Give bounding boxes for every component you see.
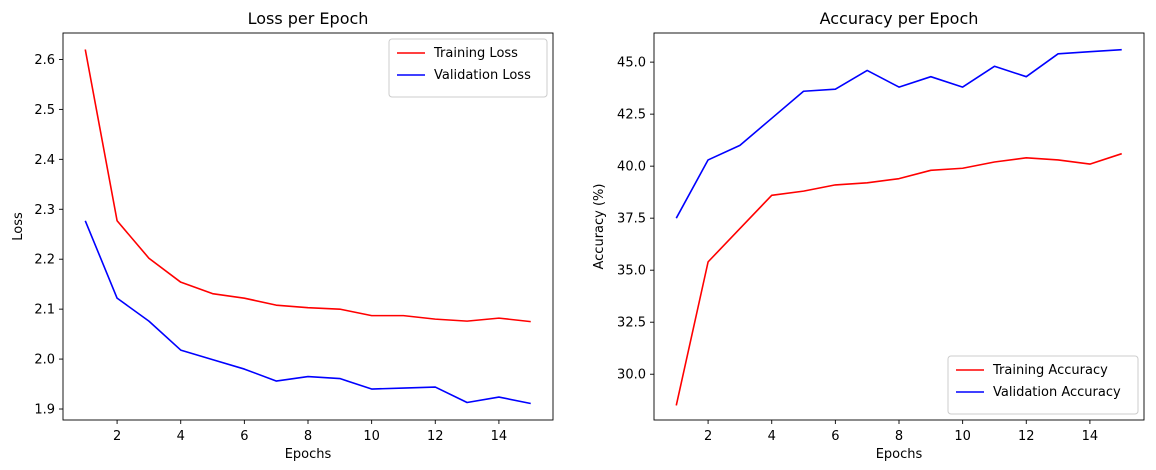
y-tick-label: 40.0 xyxy=(617,160,646,175)
y-tick-label: 1.9 xyxy=(34,403,55,418)
y-tick-label: 35.0 xyxy=(617,264,646,279)
legend: Training Loss Validation Loss xyxy=(388,38,548,98)
y-axis-label: Loss xyxy=(11,212,26,241)
x-tick-label: 12 xyxy=(427,429,444,444)
y-tick-label: 2.1 xyxy=(34,303,55,318)
y-tick-label: 2.5 xyxy=(34,103,55,118)
y-tick-label: 32.5 xyxy=(617,316,646,331)
x-tick-label: 6 xyxy=(831,429,839,444)
x-tick-label: 4 xyxy=(768,429,776,444)
y-tick-label: 2.2 xyxy=(34,253,55,268)
chart-title: Loss per Epoch xyxy=(248,9,369,28)
legend-box xyxy=(388,38,548,98)
chart-1: Loss per Epoch 2 4 6 8 10 12 14 1.9 2.0 2.1 2.2 2.3 2… xyxy=(11,9,554,462)
x-tick-label: 14 xyxy=(491,429,508,444)
x-tick-label: 8 xyxy=(304,429,312,444)
x-tick-label: 12 xyxy=(1018,429,1035,444)
y-tick-label: 37.5 xyxy=(617,212,646,227)
x-tick-label: 8 xyxy=(895,429,903,444)
y-tick-label: 42.5 xyxy=(617,108,646,123)
legend-box xyxy=(947,355,1139,415)
x-tick-label: 2 xyxy=(704,429,712,444)
series-line-training-loss xyxy=(84,49,531,323)
x-tick-label: 4 xyxy=(177,429,185,444)
x-tick-label: 14 xyxy=(1082,429,1099,444)
x-axis-label: Epochs xyxy=(285,447,332,462)
series-line-validation-accuracy xyxy=(675,48,1122,219)
y-axis-label: Accuracy (%) xyxy=(592,184,607,270)
x-tick-label: 2 xyxy=(113,429,121,444)
y-tick-label: 2.6 xyxy=(34,53,55,68)
series-line-training-accuracy xyxy=(675,152,1122,406)
x-tick-label: 6 xyxy=(240,429,248,444)
y-tick-label: 2.0 xyxy=(34,353,55,368)
y-tick-label: 45.0 xyxy=(617,56,646,71)
series-line-validation-loss xyxy=(84,220,531,405)
chart-2: Accuracy per Epoch 2 4 6 8 10 12 14 30.0 32.5 35.0… xyxy=(592,9,1145,462)
x-tick-label: 10 xyxy=(954,429,971,444)
y-tick-label: 2.4 xyxy=(34,153,55,168)
x-tick-label: 10 xyxy=(363,429,380,444)
y-tick-label: 2.3 xyxy=(34,203,55,218)
legend-label: Training Accuracy xyxy=(992,363,1108,378)
legend-label: Validation Accuracy xyxy=(993,385,1121,400)
y-tick-label: 30.0 xyxy=(617,368,646,383)
legend-label: Validation Loss xyxy=(434,68,531,83)
legend: Training Accuracy Validation Accuracy xyxy=(947,355,1139,415)
x-axis-label: Epochs xyxy=(876,447,923,462)
chart-title: Accuracy per Epoch xyxy=(820,9,979,28)
legend-label: Training Loss xyxy=(433,46,518,61)
